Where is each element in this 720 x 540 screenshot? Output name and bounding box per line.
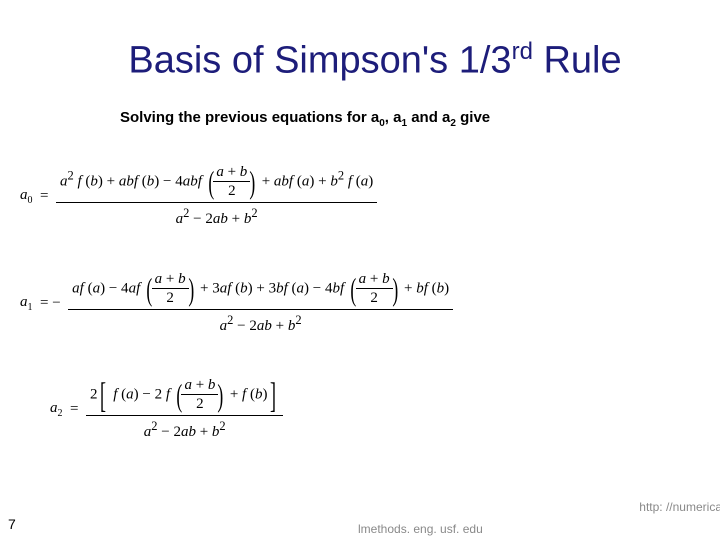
eq-lhs: a0 [20, 187, 33, 206]
eq-fraction: 2[ f (a) − 2 f (a + b2) + f (b)] a2 − 2a… [86, 377, 283, 442]
eq-lhs: a2 [50, 400, 63, 419]
equation-a1: a1 = − af (a) − 4af (a + b2) + 3af (b) +… [20, 271, 453, 336]
eq-denominator: a2 − 2ab + b2 [56, 203, 377, 229]
eq-denominator: a2 − 2ab + b2 [68, 310, 453, 336]
eq-numerator: af (a) − 4af (a + b2) + 3af (b) + 3bf (a… [68, 271, 453, 310]
slide: Basis of Simpson's 1/3rd Rule Solving th… [0, 0, 720, 540]
equation-a2: a2 = 2[ f (a) − 2 f (a + b2) + f (b)] a2… [50, 377, 283, 442]
eq-lhs: a1 [20, 294, 33, 313]
slide-title: Basis of Simpson's 1/3rd Rule [30, 38, 720, 83]
footer-center-text: lmethods. eng. usf. edu [358, 522, 483, 536]
eq-fraction: af (a) − 4af (a + b2) + 3af (b) + 3bf (a… [68, 271, 453, 336]
intro-text: Solving the previous equations for a0, a… [120, 109, 720, 129]
eq-numerator: 2[ f (a) − 2 f (a + b2) + f (b)] [86, 377, 283, 416]
eq-numerator: a2 f (b) + abf (b) − 4abf (a + b2) + abf… [56, 164, 377, 203]
page-number: 7 [8, 516, 16, 532]
eq-fraction: a2 f (b) + abf (b) − 4abf (a + b2) + abf… [56, 164, 377, 229]
equation-a0: a0 = a2 f (b) + abf (b) − 4abf (a + b2) … [20, 164, 377, 229]
footer-right-text: http: //numerica [639, 500, 720, 514]
eq-denominator: a2 − 2ab + b2 [86, 416, 283, 442]
